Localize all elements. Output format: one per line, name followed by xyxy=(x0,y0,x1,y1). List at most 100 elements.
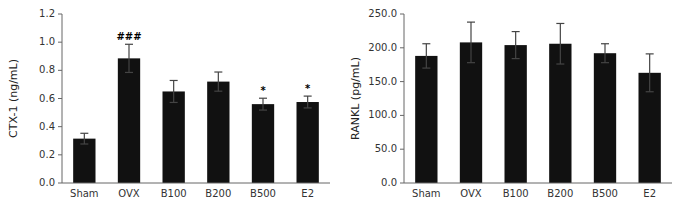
y-tick-label: 0.4 xyxy=(39,121,55,132)
y-tick xyxy=(400,47,404,48)
x-tick-label: B200 xyxy=(547,188,573,199)
panel: 0.0 0.2 0.4 0.6 0.8 1.0 1.2 CTX-1 (ng/mL) ### * * S… xyxy=(7,8,330,199)
error-bar xyxy=(512,32,520,59)
error-bar-stem xyxy=(307,96,308,108)
error-bar-cap xyxy=(214,91,222,92)
bar xyxy=(594,53,616,183)
y-axis-label: CTX-1 (ng/mL) xyxy=(7,59,20,138)
y-tick-label: 50.0 xyxy=(375,143,397,154)
x-tick-label: Sham xyxy=(412,188,441,199)
y-tick-label: 0.0 xyxy=(381,177,397,188)
y-tick-label: 0.6 xyxy=(39,93,55,104)
panel: 0.050.0100.0150.0200.0250.0RANKL (pg/mL)… xyxy=(349,8,672,199)
error-bar xyxy=(601,44,609,63)
error-bar-stem xyxy=(128,44,129,72)
x-tick-label: B500 xyxy=(592,188,618,199)
x-axis-line xyxy=(62,183,330,184)
bar xyxy=(118,58,140,183)
error-bar-cap xyxy=(556,63,564,64)
error-bar-cap xyxy=(214,71,222,72)
y-tick-label: 0.8 xyxy=(39,64,55,75)
error-bar-stem xyxy=(604,44,605,63)
y-tick xyxy=(58,42,62,43)
error-bar-stem xyxy=(426,44,427,68)
y-tick xyxy=(58,126,62,127)
error-bar-stem xyxy=(649,54,650,92)
error-bar-cap xyxy=(601,62,609,63)
bar xyxy=(460,42,482,183)
plot-marks xyxy=(73,44,319,183)
y-tick xyxy=(58,98,62,99)
error-bar xyxy=(467,22,475,63)
y-tick-label: 1.0 xyxy=(39,36,55,47)
y-tick xyxy=(58,70,62,71)
y-tick-label: 250.0 xyxy=(368,8,397,19)
error-bar-cap xyxy=(170,102,178,103)
y-tick xyxy=(58,14,62,15)
chart-root: 0.0 0.2 0.4 0.6 0.8 1.0 1.2 CTX-1 (ng/mL) ### * * S… xyxy=(0,0,685,213)
y-tick xyxy=(58,183,62,184)
y-tick-label: 200.0 xyxy=(368,42,397,53)
error-bar-cap xyxy=(259,109,267,110)
error-bar-stem xyxy=(218,72,219,91)
error-bar-cap xyxy=(125,44,133,45)
y-tick-label: 100.0 xyxy=(368,109,397,120)
y-tick-label: 0.2 xyxy=(39,149,55,160)
error-bar-stem xyxy=(560,23,561,64)
y-tick xyxy=(400,14,404,15)
error-bar xyxy=(304,96,312,108)
annotation: * xyxy=(260,85,266,96)
bar xyxy=(297,102,319,183)
x-tick-label: B100 xyxy=(161,188,187,199)
error-bar-cap xyxy=(304,96,312,97)
y-tick xyxy=(58,154,62,155)
bar xyxy=(505,45,527,183)
error-bar xyxy=(259,98,267,110)
error-bar-cap xyxy=(512,58,520,59)
error-bar xyxy=(80,133,88,144)
y-tick xyxy=(400,149,404,150)
error-bar-stem xyxy=(515,32,516,59)
y-tick xyxy=(400,115,404,116)
error-bar-cap xyxy=(80,133,88,134)
error-bar xyxy=(556,23,564,64)
x-tick-label: E2 xyxy=(301,188,314,199)
y-tick-label: 1.2 xyxy=(39,8,55,19)
x-tick-label: E2 xyxy=(643,188,656,199)
error-bar-cap xyxy=(422,43,430,44)
bar xyxy=(73,139,95,183)
error-bar xyxy=(422,44,430,68)
bar xyxy=(163,91,185,183)
y-tick xyxy=(400,183,404,184)
annotation: * xyxy=(305,83,311,94)
error-bar-cap xyxy=(170,80,178,81)
bar xyxy=(549,44,571,183)
plot-marks xyxy=(415,22,661,183)
bar xyxy=(252,104,274,183)
x-tick-label: B500 xyxy=(250,188,276,199)
error-bar-stem xyxy=(470,22,471,63)
error-bar xyxy=(125,44,133,72)
error-bar-cap xyxy=(125,72,133,73)
annotation: ### xyxy=(116,31,141,42)
y-tick xyxy=(400,81,404,82)
error-bar-stem xyxy=(173,80,174,102)
x-tick-label: B100 xyxy=(503,188,529,199)
x-axis-line xyxy=(404,183,672,184)
error-bar-stem xyxy=(262,98,263,110)
y-tick-label: 0.0 xyxy=(39,177,55,188)
error-bar xyxy=(170,80,178,102)
error-bar-stem xyxy=(84,133,85,144)
error-bar xyxy=(646,54,654,92)
error-bar-cap xyxy=(80,143,88,144)
bar xyxy=(415,56,437,183)
x-tick-label: OVX xyxy=(460,188,482,199)
x-tick-label: OVX xyxy=(118,188,140,199)
chart-svg: 0.0 0.2 0.4 0.6 0.8 1.0 1.2 CTX-1 (ng/mL) ### * * S… xyxy=(0,0,685,213)
error-bar-cap xyxy=(512,31,520,32)
error-bar-cap xyxy=(646,91,654,92)
error-bar-cap xyxy=(259,98,267,99)
x-tick-label: Sham xyxy=(70,188,99,199)
error-bar-cap xyxy=(556,23,564,24)
error-bar xyxy=(214,72,222,91)
